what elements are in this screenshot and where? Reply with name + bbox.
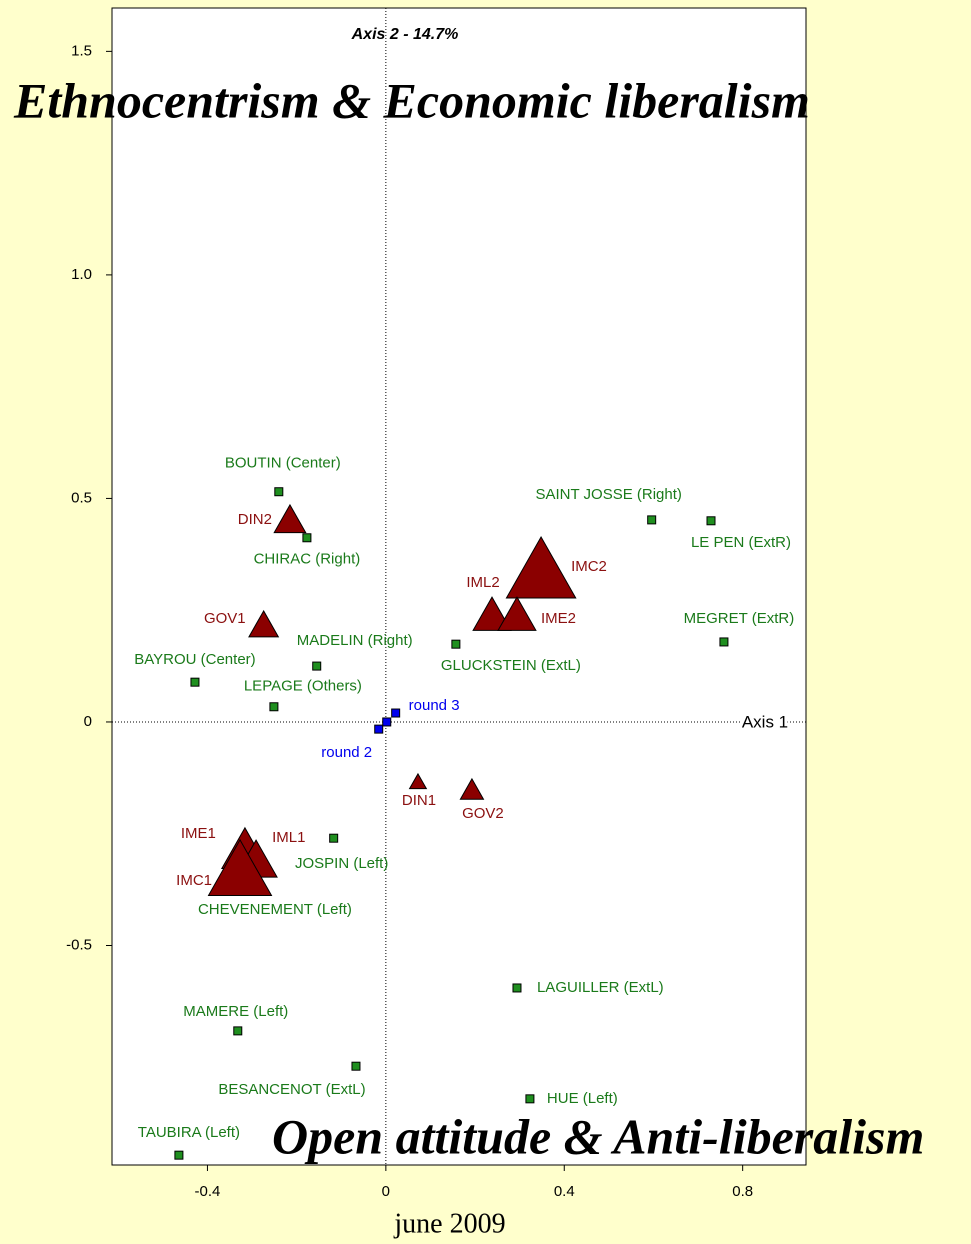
square-marker (525, 1094, 535, 1104)
square-marker (351, 1061, 361, 1071)
square-marker (647, 515, 657, 525)
point-label: MAMERE (Left) (183, 1003, 288, 1020)
point-label: MADELIN (Right) (297, 632, 413, 649)
point-label: GOV2 (462, 805, 504, 822)
point-label: round 2 (321, 744, 372, 761)
square-marker (269, 702, 279, 712)
point-label: LEPAGE (Others) (244, 678, 362, 695)
square-marker (391, 708, 401, 718)
y-tick-label: 0 (84, 713, 92, 730)
square-marker (719, 637, 729, 647)
annotation: Ethnocentrism & Economic liberalism (13, 72, 810, 128)
square-marker (512, 983, 522, 993)
x-tick-label: 0.4 (554, 1183, 575, 1200)
square-marker (706, 516, 716, 526)
y-tick-label: 1.0 (71, 266, 92, 283)
point-label: round 3 (409, 697, 460, 714)
point-label: IME1 (181, 825, 216, 842)
point-label: CHIRAC (Right) (254, 551, 361, 568)
point-label: BOUTIN (Center) (225, 455, 341, 472)
y-tick-label: -0.5 (66, 936, 92, 953)
point-label: SAINT JOSSE (Right) (535, 486, 681, 503)
y-tick-label: 0.5 (71, 489, 92, 506)
square-marker (274, 487, 284, 497)
point-label: DIN2 (238, 511, 272, 528)
square-marker (190, 677, 200, 687)
triangle-marker (207, 838, 273, 896)
square-marker (374, 724, 384, 734)
triangle-marker (408, 772, 428, 790)
point-label: LE PEN (ExtR) (691, 534, 791, 551)
point-label: JOSPIN (Left) (295, 855, 388, 872)
caption: june 2009 (393, 1208, 505, 1239)
triangle-marker (459, 777, 485, 800)
triangle-marker (472, 596, 512, 631)
point-label: IML2 (466, 574, 499, 591)
square-marker (302, 533, 312, 543)
square-marker (174, 1150, 184, 1160)
point-label: DIN1 (402, 792, 436, 809)
point-label: LAGUILLER (ExtL) (537, 979, 664, 996)
point-label: HUE (Left) (547, 1090, 618, 1107)
point-label: TAUBIRA (Left) (138, 1124, 240, 1141)
point-label: BESANCENOT (ExtL) (218, 1081, 365, 1098)
x-tick-label: -0.4 (195, 1183, 221, 1200)
x-axis-label: Axis 1 (742, 712, 788, 731)
point-label: IML1 (272, 829, 305, 846)
point-label: BAYROU (Center) (134, 651, 255, 668)
point-label: IMC2 (571, 558, 607, 575)
triangle-marker (273, 503, 307, 534)
point-label: GOV1 (204, 610, 246, 627)
square-marker (312, 661, 322, 671)
point-label: MEGRET (ExtR) (684, 610, 795, 627)
annotation: Open attitude & Anti-liberalism (272, 1108, 924, 1164)
point-label: GLUCKSTEIN (ExtL) (441, 657, 581, 674)
point-label: IMC1 (176, 872, 212, 889)
triangle-marker (497, 596, 537, 631)
triangle-marker (505, 535, 577, 599)
triangle-marker (248, 609, 280, 638)
point-label: IME2 (541, 610, 576, 627)
point-label: CHEVENEMENT (Left) (198, 901, 352, 918)
plot-area (111, 7, 807, 1166)
y-tick-label: 1.5 (71, 42, 92, 59)
x-tick-label: 0.8 (732, 1183, 753, 1200)
square-marker (382, 717, 392, 727)
y-axis-label: Axis 2 - 14.7% (351, 26, 459, 43)
square-marker (329, 833, 339, 843)
square-marker (451, 639, 461, 649)
square-marker (233, 1026, 243, 1036)
x-tick-label: 0 (382, 1183, 390, 1200)
